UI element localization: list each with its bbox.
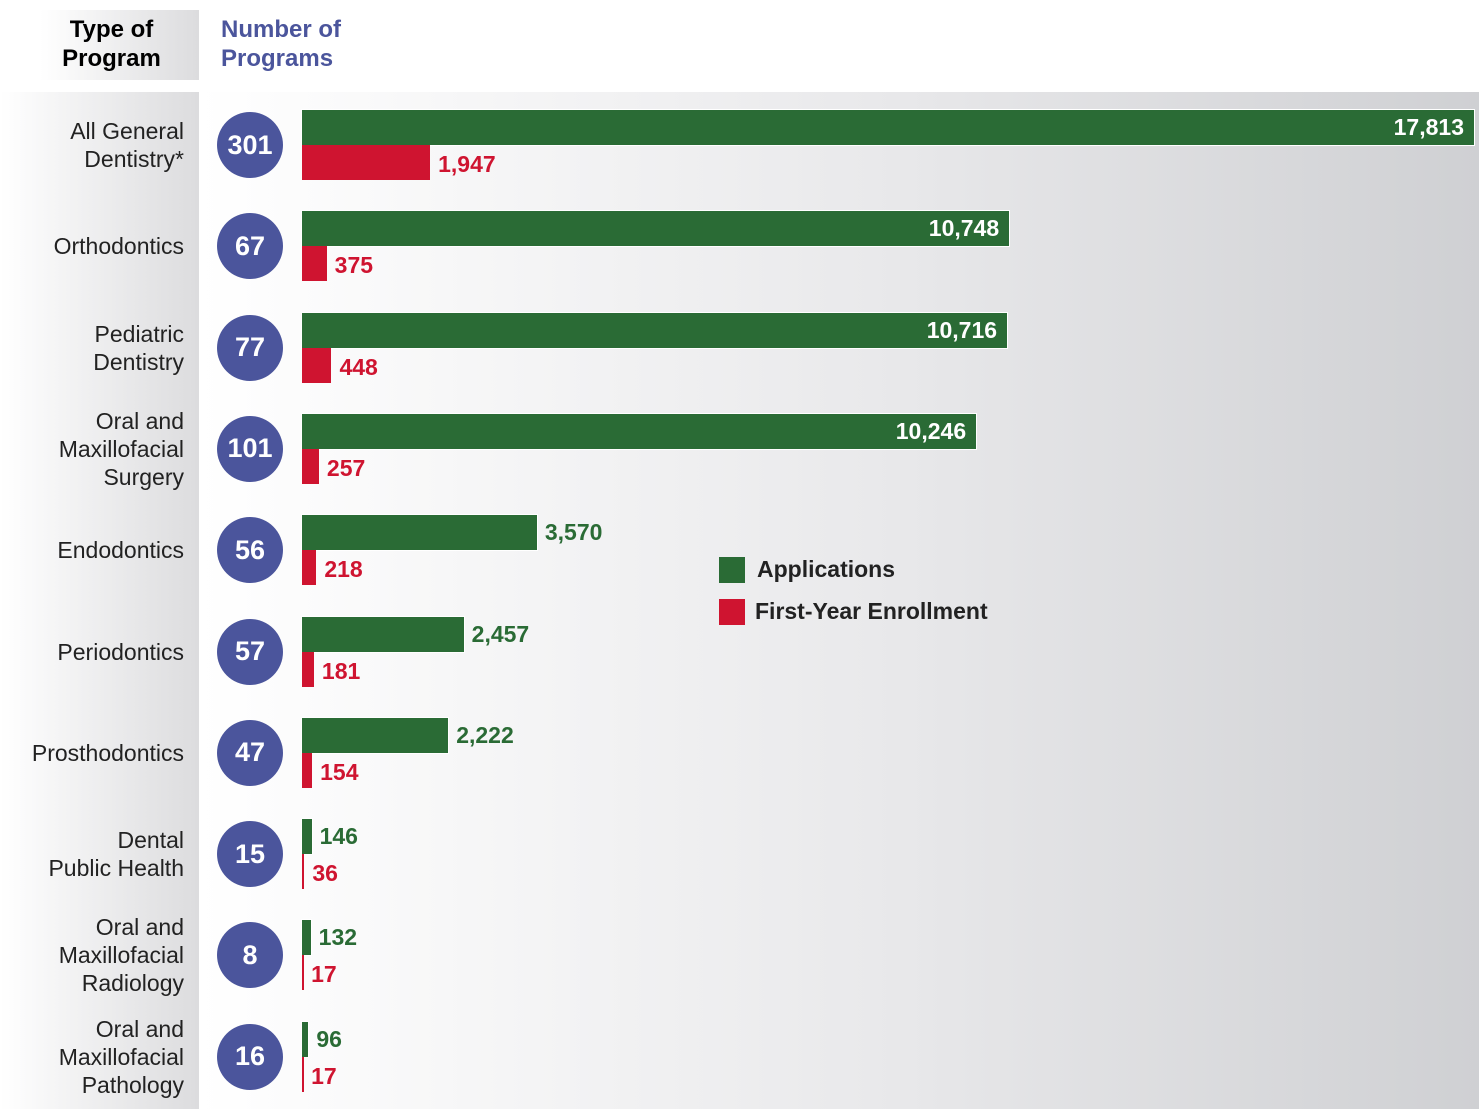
programs-header: Number of Programs [221, 16, 341, 72]
category-label: Dental Public Health [48, 827, 184, 882]
label-background [0, 92, 199, 1109]
program-count: 77 [217, 314, 283, 381]
bar [301, 109, 1475, 146]
category-label: All General Dentistry* [70, 118, 184, 172]
category-label: Pediatric Dentistry [93, 320, 184, 375]
program-count: 8 [217, 922, 283, 989]
bar [300, 412, 978, 450]
value-label: 181 [321, 657, 361, 684]
program-count: 47 [217, 719, 283, 786]
program-count: 301 [217, 112, 283, 178]
value-label: 257 [326, 454, 366, 481]
program-count: 57 [217, 618, 283, 685]
value-label: 3,570 [544, 519, 603, 546]
bar [302, 752, 313, 788]
bar [300, 210, 1011, 248]
category-header: Type of Program [40, 10, 199, 80]
bar [301, 919, 312, 957]
category-label: Prosthodontics [31, 739, 184, 766]
bar [302, 246, 327, 282]
bar [302, 854, 305, 890]
bar [302, 955, 304, 991]
value-label: 10,748 [928, 215, 1000, 242]
program-count: 101 [217, 415, 283, 482]
category-label: Endodontics [57, 537, 184, 564]
value-label: 2,222 [456, 721, 514, 748]
bar [300, 311, 1009, 349]
legend-swatch [719, 599, 745, 625]
bar [300, 716, 450, 754]
plot-background [199, 92, 1479, 1109]
legend-label: Applications [757, 556, 896, 582]
legend-label: First-Year Enrollment [755, 598, 988, 624]
value-label: 36 [312, 860, 338, 887]
bar [302, 550, 317, 586]
category-label: Oral and Maxillofacial Radiology [58, 914, 184, 997]
value-label: 17,813 [1393, 114, 1464, 140]
bar [300, 1020, 310, 1058]
program-count: 16 [217, 1023, 283, 1090]
value-label: 17 [311, 1062, 337, 1089]
program-count: 56 [217, 517, 283, 584]
value-label: 10,716 [926, 316, 998, 343]
category-label: Orthodontics [53, 233, 184, 260]
value-label: 1,947 [438, 151, 496, 177]
bar [301, 514, 538, 552]
program-count: 67 [217, 213, 283, 280]
bar [302, 651, 314, 687]
program-count: 15 [217, 821, 283, 888]
value-label: 96 [316, 1025, 342, 1052]
legend-swatch [719, 557, 745, 583]
bar [301, 818, 313, 856]
value-label: 132 [318, 924, 358, 951]
value-label: 10,246 [895, 417, 967, 444]
value-label: 17 [311, 961, 337, 988]
value-label: 448 [339, 353, 378, 380]
category-label: Periodontics [57, 638, 184, 665]
value-label: 2,457 [471, 620, 530, 647]
category-label: Oral and Maxillofacial Surgery [58, 407, 184, 490]
value-label: 146 [319, 823, 358, 850]
bar [301, 615, 465, 653]
value-label: 218 [324, 556, 363, 583]
value-label: 154 [320, 758, 359, 785]
bar [302, 1056, 304, 1092]
bar [302, 145, 431, 180]
category-label: Oral and Maxillofacial Pathology [58, 1015, 184, 1098]
value-label: 375 [334, 252, 374, 279]
bar [302, 448, 319, 484]
bar [302, 347, 332, 383]
